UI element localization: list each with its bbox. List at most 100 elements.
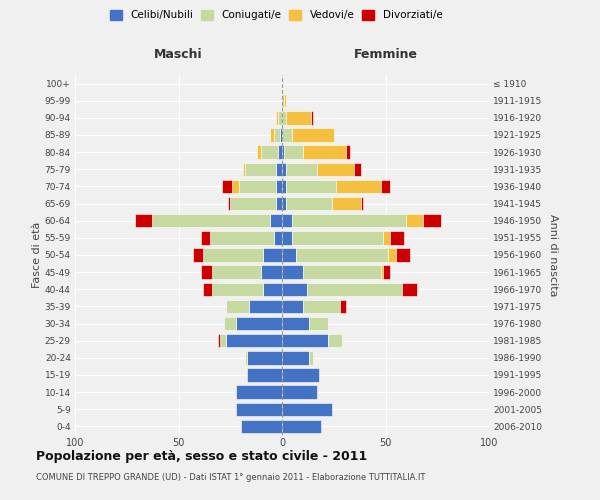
Bar — [242, 162, 245, 176]
Bar — [276, 180, 282, 193]
Bar — [284, 94, 286, 108]
Bar — [328, 334, 342, 347]
Bar — [282, 402, 332, 416]
Bar — [282, 317, 309, 330]
Bar — [284, 146, 303, 159]
Bar — [274, 231, 282, 244]
Bar — [269, 128, 274, 141]
Bar — [396, 248, 410, 262]
Bar — [346, 146, 350, 159]
Bar — [282, 214, 292, 228]
Bar — [309, 351, 313, 364]
Bar — [423, 214, 442, 228]
Bar — [317, 162, 355, 176]
Bar — [224, 317, 236, 330]
Bar — [262, 146, 278, 159]
Bar — [257, 146, 262, 159]
Text: Maschi: Maschi — [154, 48, 203, 62]
Bar — [203, 282, 212, 296]
Bar — [383, 231, 389, 244]
Bar — [282, 94, 284, 108]
Bar — [278, 111, 282, 124]
Bar — [236, 386, 282, 399]
Bar — [382, 266, 383, 279]
Legend: Celibi/Nubili, Coniugati/e, Vedovi/e, Divorziati/e: Celibi/Nubili, Coniugati/e, Vedovi/e, Di… — [110, 10, 442, 20]
Bar — [152, 214, 269, 228]
Bar — [212, 282, 263, 296]
Bar — [389, 231, 404, 244]
Bar — [336, 180, 382, 193]
Bar — [340, 300, 346, 313]
Bar — [311, 111, 313, 124]
Bar — [286, 111, 311, 124]
Bar — [282, 282, 307, 296]
Bar — [282, 248, 296, 262]
Bar — [220, 334, 226, 347]
Bar — [135, 214, 152, 228]
Bar — [263, 248, 282, 262]
Bar — [262, 266, 282, 279]
Bar — [292, 214, 406, 228]
Bar — [201, 231, 209, 244]
Bar — [282, 146, 284, 159]
Bar — [276, 197, 282, 210]
Bar — [282, 266, 303, 279]
Bar — [388, 248, 396, 262]
Bar — [383, 266, 389, 279]
Bar — [282, 111, 286, 124]
Text: Femmine: Femmine — [353, 48, 418, 62]
Bar — [247, 368, 282, 382]
Bar — [269, 214, 282, 228]
Bar — [332, 197, 361, 210]
Bar — [282, 300, 303, 313]
Text: Popolazione per età, sesso e stato civile - 2011: Popolazione per età, sesso e stato civil… — [36, 450, 367, 463]
Bar — [236, 402, 282, 416]
Bar — [303, 146, 346, 159]
Text: COMUNE DI TREPPO GRANDE (UD) - Dati ISTAT 1° gennaio 2011 - Elaborazione TUTTITA: COMUNE DI TREPPO GRANDE (UD) - Dati ISTA… — [36, 472, 425, 482]
Bar — [382, 180, 389, 193]
Bar — [232, 180, 239, 193]
Bar — [280, 128, 282, 141]
Bar — [274, 128, 280, 141]
Bar — [292, 231, 383, 244]
Bar — [226, 300, 249, 313]
Bar — [282, 334, 328, 347]
Bar — [286, 162, 317, 176]
Bar — [361, 197, 363, 210]
Bar — [282, 351, 309, 364]
Bar — [286, 180, 336, 193]
Bar — [307, 282, 402, 296]
Bar — [406, 214, 423, 228]
Bar — [282, 368, 319, 382]
Bar — [209, 231, 274, 244]
Bar — [292, 128, 334, 141]
Bar — [212, 266, 262, 279]
Bar — [276, 162, 282, 176]
Bar — [296, 248, 388, 262]
Bar — [222, 180, 232, 193]
Bar — [245, 351, 247, 364]
Bar — [282, 197, 286, 210]
Bar — [282, 128, 292, 141]
Bar — [303, 266, 382, 279]
Bar — [228, 197, 230, 210]
Bar — [263, 282, 282, 296]
Bar — [230, 197, 276, 210]
Bar — [245, 162, 276, 176]
Bar — [402, 282, 416, 296]
Bar — [282, 420, 322, 433]
Bar — [193, 248, 203, 262]
Bar — [276, 111, 278, 124]
Bar — [278, 146, 282, 159]
Bar — [226, 334, 282, 347]
Bar — [286, 197, 332, 210]
Bar — [303, 300, 340, 313]
Bar — [247, 351, 282, 364]
Bar — [241, 420, 282, 433]
Bar — [282, 162, 286, 176]
Bar — [203, 248, 263, 262]
Bar — [309, 317, 328, 330]
Bar — [236, 317, 282, 330]
Bar — [355, 162, 361, 176]
Bar — [249, 300, 282, 313]
